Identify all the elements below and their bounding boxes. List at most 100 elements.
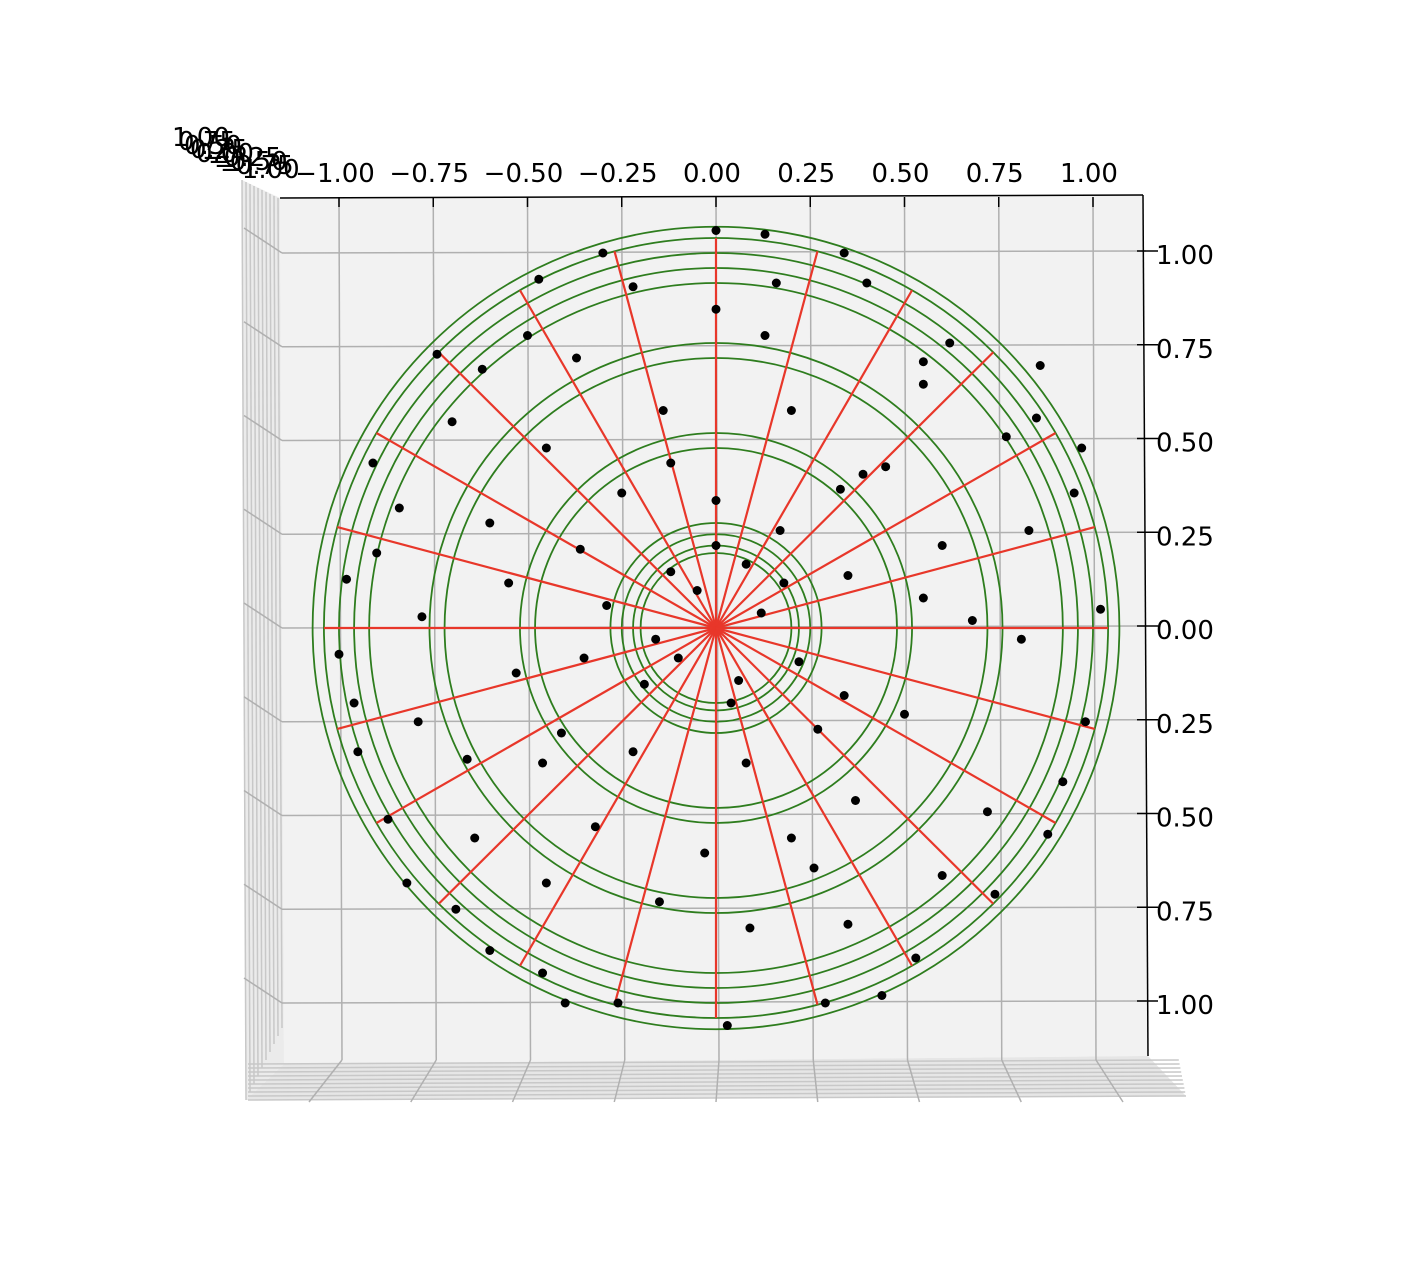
data-point — [1016, 634, 1026, 644]
data-point — [1031, 413, 1041, 423]
spokes — [323, 238, 1109, 1018]
y-tick-label: 0.75 — [1156, 897, 1214, 927]
data-point — [722, 1021, 732, 1030]
data-point — [967, 616, 977, 625]
spoke — [715, 627, 1057, 824]
data-point — [334, 649, 344, 659]
data-point — [579, 653, 589, 663]
spoke — [375, 432, 717, 629]
data-point — [839, 248, 849, 258]
data-point — [572, 353, 582, 363]
data-point — [918, 379, 928, 389]
data-point — [383, 814, 393, 824]
data-point — [877, 991, 887, 1000]
data-point — [651, 634, 661, 644]
data-point — [711, 226, 721, 235]
z-tick-label: −1.00 — [220, 155, 300, 185]
data-point — [1001, 432, 1011, 442]
data-point — [541, 878, 551, 888]
z-tick-label: 0.00 — [196, 139, 254, 169]
data-point — [760, 331, 770, 340]
spoke — [336, 626, 717, 731]
data-point — [617, 488, 627, 498]
floor-gridline — [906, 1059, 921, 1103]
y-tick-label: 0.25 — [1156, 710, 1214, 740]
spoke — [519, 289, 717, 629]
side-edge-line — [273, 195, 279, 1037]
data-point — [911, 953, 921, 963]
data-point — [1077, 443, 1087, 453]
data-point — [786, 833, 796, 843]
data-point — [523, 331, 532, 340]
data-point — [639, 679, 649, 689]
data-point — [820, 998, 830, 1008]
spoke — [613, 251, 718, 629]
z-tick-label: 1.00 — [172, 123, 230, 153]
x-tick-label: 0.75 — [966, 159, 1024, 189]
side-edge-line — [253, 185, 259, 1077]
x-tick-label: −0.25 — [578, 159, 658, 189]
data-point — [756, 608, 766, 618]
data-point — [598, 248, 608, 258]
data-point — [658, 406, 668, 415]
floor-edge-line — [247, 1075, 1183, 1081]
x-axis-line — [279, 194, 1144, 199]
data-point — [918, 593, 928, 603]
data-point — [711, 496, 721, 505]
floor-gridline — [410, 1059, 437, 1103]
data-point — [858, 469, 868, 479]
y-tick-label: 1.00 — [1156, 991, 1214, 1021]
data-point — [485, 518, 495, 528]
data-point — [794, 657, 804, 667]
data-point — [1080, 717, 1090, 727]
data-point — [760, 229, 770, 239]
side-gridline — [243, 508, 283, 535]
data-point — [673, 653, 683, 663]
y-gridline — [281, 531, 1147, 535]
data-point — [745, 923, 755, 933]
data-point — [843, 919, 853, 929]
spoke — [613, 627, 718, 1005]
data-point — [945, 338, 955, 348]
data-point — [575, 544, 585, 554]
side-gridline — [243, 696, 283, 723]
spoke — [715, 525, 1096, 630]
side-gridline — [243, 227, 283, 254]
data-point — [342, 574, 352, 584]
data-point — [741, 559, 751, 569]
data-point — [862, 278, 872, 288]
data-point — [937, 541, 947, 550]
floor-gridline — [308, 1059, 343, 1103]
data-point — [417, 612, 427, 622]
floor-edge-line — [247, 1079, 1183, 1085]
spoke — [715, 351, 995, 629]
spoke — [336, 525, 717, 630]
y-gridline — [281, 1000, 1147, 1004]
data-point — [402, 878, 412, 888]
side-edge-line — [277, 197, 283, 1029]
side-edge-line — [257, 187, 263, 1069]
floor-edge-line — [247, 1071, 1182, 1077]
data-point — [470, 833, 480, 843]
data-point — [560, 998, 570, 1008]
data-point — [485, 946, 495, 955]
data-point — [850, 796, 860, 805]
z-tick-label: −0.25 — [202, 143, 282, 173]
data-point — [734, 676, 744, 685]
data-point — [628, 282, 638, 292]
side-edge-line — [269, 193, 275, 1045]
points — [334, 226, 1106, 1030]
z-tick-label: 0.75 — [178, 127, 236, 157]
spoke — [715, 626, 1096, 731]
data-point — [462, 754, 472, 764]
y-tick-label: 0.00 — [1156, 616, 1214, 646]
side-gridline — [243, 321, 283, 348]
floor-gridline — [1095, 1059, 1124, 1103]
data-point — [843, 571, 853, 580]
side-edge-line — [261, 189, 267, 1061]
x-tick-label: −1.00 — [295, 159, 375, 189]
side-gridline — [243, 977, 283, 1004]
spoke — [715, 627, 995, 905]
spoke — [714, 627, 819, 1005]
